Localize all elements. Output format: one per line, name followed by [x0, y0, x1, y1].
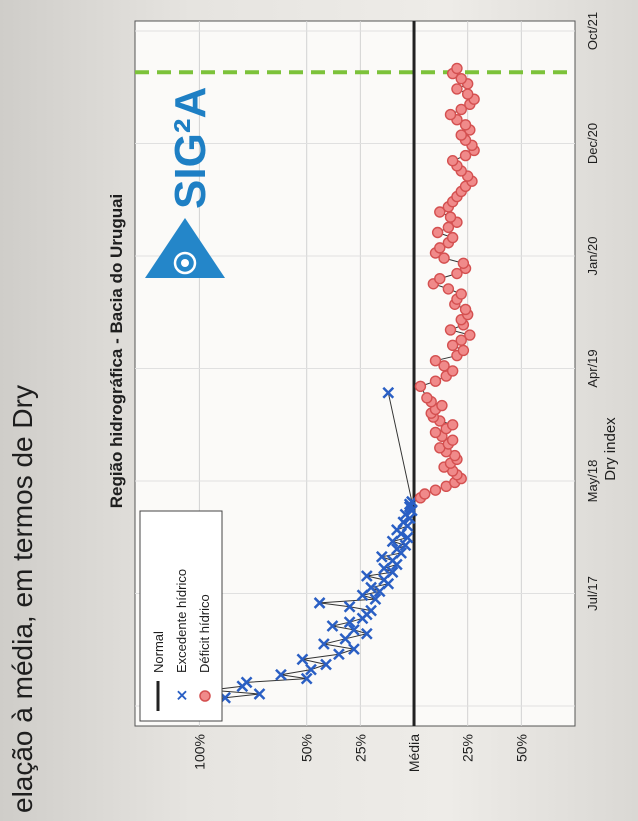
- logo-gear-hub: [181, 259, 189, 267]
- deficit-point: [436, 399, 448, 412]
- deficit-point: [419, 488, 431, 500]
- surplus-point: [317, 638, 330, 650]
- y-tick-label: 50%: [513, 734, 529, 762]
- surplus-point: [365, 581, 377, 594]
- legend-surplus-swatch: ×: [172, 689, 191, 702]
- deficit-point: [444, 324, 457, 336]
- surplus-point: [348, 643, 360, 655]
- deficit-point: [455, 129, 467, 141]
- surplus-point: [275, 668, 287, 681]
- surplus-point: [360, 627, 373, 640]
- deficit-point: [446, 434, 459, 446]
- deficit-point: [446, 419, 459, 431]
- surplus-point: [365, 604, 377, 617]
- deficit-point: [446, 231, 459, 244]
- legend-deficit-swatch: [199, 690, 211, 702]
- deficit-point: [429, 484, 442, 496]
- logo-triangle-icon: [145, 218, 225, 278]
- deficit-point: [457, 257, 470, 269]
- deficit-point: [438, 252, 450, 264]
- y-tick-label: Média: [406, 734, 422, 772]
- surplus-point: [333, 648, 345, 661]
- deficit-point: [451, 62, 463, 75]
- logo-text: SIG²A: [166, 87, 215, 209]
- sig2a-logo: SIG²A: [145, 87, 225, 278]
- surplus-point: [401, 531, 414, 544]
- deficit-point: [459, 119, 472, 131]
- x-tick-labels: Jul/17 May/18 Apr/19 Jan/20 Dec/20 Oct/21: [585, 12, 600, 611]
- x-tick-label: Apr/19: [585, 349, 600, 387]
- deficit-point: [446, 155, 459, 167]
- deficit-point: [444, 211, 457, 223]
- surplus-point: [300, 672, 313, 685]
- surplus-point: [343, 600, 356, 613]
- deficit-point: [461, 88, 474, 100]
- deficit-point: [414, 380, 427, 393]
- surplus-point: [305, 663, 317, 676]
- deficit-point: [431, 226, 444, 239]
- legend-deficit-label: Déficit hídrico: [197, 594, 212, 673]
- deficit-point: [446, 339, 459, 351]
- surplus-point: [399, 508, 412, 521]
- surplus-point: [313, 597, 326, 609]
- deficit-point: [455, 334, 467, 346]
- deficit-point: [459, 149, 472, 162]
- deficit-point: [459, 303, 472, 316]
- series-deficit: [414, 62, 480, 504]
- x-tick-label: Jul/17: [585, 576, 600, 611]
- surplus-point: [390, 543, 403, 555]
- deficit-point: [444, 108, 457, 121]
- surplus-point: [382, 386, 395, 399]
- surplus-point: [326, 620, 339, 632]
- deficit-point: [451, 267, 463, 280]
- deficit-point: [457, 344, 470, 357]
- surplus-point: [320, 658, 332, 671]
- deficit-point: [464, 329, 476, 341]
- deficit-point: [434, 272, 446, 285]
- deficit-point: [434, 206, 446, 218]
- chart-title: Região hidrográfica - Bacia do Uruguai: [107, 194, 126, 509]
- surplus-point: [253, 688, 266, 700]
- deficit-point: [434, 242, 446, 254]
- deficit-point: [455, 103, 467, 116]
- deficit-point: [429, 375, 442, 387]
- legend: Normal × Excedente hídrico Déficit hídri…: [139, 510, 223, 722]
- surplus-point: [375, 550, 388, 563]
- legend-normal-label: Normal: [151, 631, 166, 673]
- surplus-point: [348, 623, 360, 636]
- y-tick-label: 100%: [191, 734, 207, 770]
- surplus-point: [360, 570, 373, 582]
- deficit-point: [429, 426, 442, 439]
- legend-surplus-label: Excedente hídrico: [174, 569, 189, 673]
- plot-area: [134, 20, 576, 727]
- y-axis-label: Dry index: [602, 417, 619, 481]
- y-tick-labels: 100% 50% 25% Média 25% 50%: [191, 734, 529, 772]
- deficit-point: [455, 288, 467, 300]
- deficit-point: [442, 283, 455, 295]
- deficit-point: [446, 365, 459, 377]
- y-tick-label: 25%: [352, 734, 368, 762]
- legend-box: [139, 510, 223, 722]
- deficit-point: [421, 392, 433, 404]
- page-title-cut: elação à média, em termos de Dry: [7, 385, 38, 813]
- deficit-point: [438, 360, 450, 372]
- surplus-point: [369, 593, 382, 605]
- y-tick-label: 50%: [299, 734, 315, 762]
- surplus-point: [386, 566, 399, 579]
- deficit-point: [429, 354, 442, 367]
- surplus-point: [343, 616, 356, 629]
- surplus-point: [240, 676, 253, 689]
- x-tick-label: Jan/20: [585, 236, 600, 275]
- x-tick-label: Oct/21: [585, 12, 600, 50]
- surplus-point: [339, 632, 352, 645]
- surplus-point: [296, 653, 309, 666]
- x-tick-label: Dec/20: [585, 123, 600, 164]
- deficit-point: [455, 72, 467, 85]
- deficit-point: [451, 83, 463, 95]
- logo-gear-icon: [173, 251, 197, 275]
- y-tick-label: 25%: [460, 734, 476, 762]
- x-tick-label: May/18: [585, 460, 600, 503]
